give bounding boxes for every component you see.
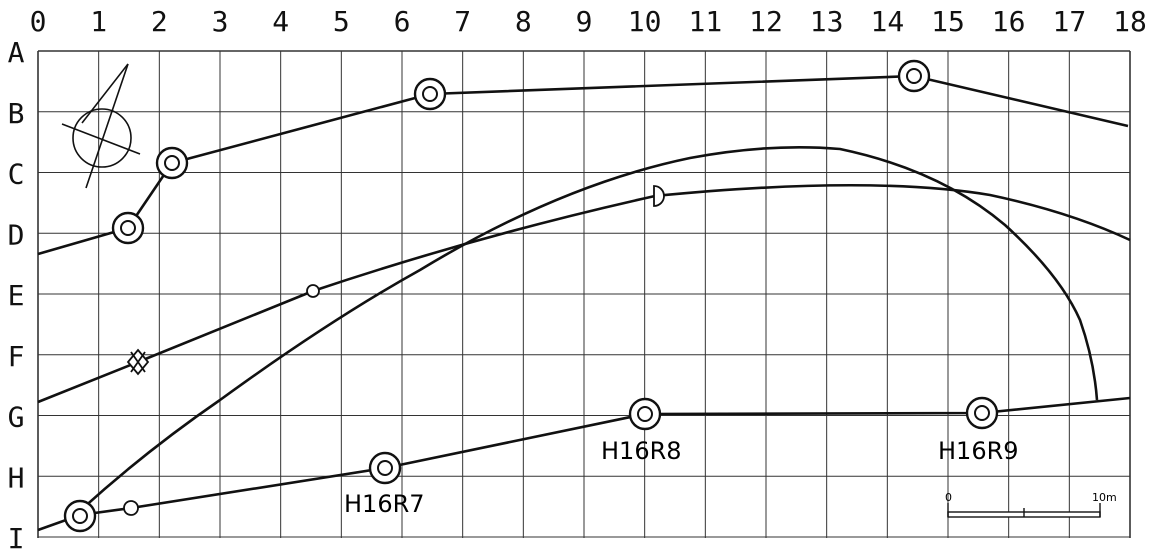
- column-label-11: 11: [688, 5, 722, 38]
- benchmark-h16r8: [628, 397, 662, 431]
- column-label-8: 8: [515, 5, 532, 38]
- station-label-h16r9: H16R9: [938, 437, 1019, 465]
- marker-diamond: [126, 348, 150, 376]
- row-label-B: B: [8, 97, 25, 130]
- column-label-6: 6: [394, 5, 411, 38]
- station-label-h16r7: H16R7: [344, 490, 425, 518]
- row-label-A: A: [8, 36, 25, 69]
- route-line-upper: [37, 74, 1129, 256]
- station-label-h16r8: H16R8: [601, 437, 682, 465]
- benchmark-c2: [155, 146, 189, 180]
- row-label-H: H: [8, 461, 25, 494]
- row-label-D: D: [8, 218, 25, 251]
- column-label-18: 18: [1113, 5, 1147, 38]
- column-label-3: 3: [212, 5, 229, 38]
- scale-bar: 0 10m: [945, 491, 1117, 518]
- column-label-4: 4: [272, 5, 289, 38]
- route-line-curve: [69, 145, 1099, 521]
- route-line-middle: [37, 183, 1131, 404]
- benchmark-h16r9: [965, 396, 999, 430]
- column-label-1: 1: [90, 5, 107, 38]
- marker-half-circle: [653, 185, 665, 207]
- row-label-I: I: [8, 522, 25, 549]
- row-label-F: F: [8, 340, 25, 373]
- column-label-17: 17: [1052, 5, 1086, 38]
- benchmark-d1: [111, 211, 145, 245]
- benchmark-points: [63, 59, 999, 533]
- row-label-C: C: [8, 158, 25, 191]
- scale-bar-end-label: 10m: [1092, 491, 1117, 504]
- column-label-7: 7: [454, 5, 471, 38]
- column-label-0: 0: [30, 5, 47, 38]
- benchmark-i0: [63, 499, 97, 533]
- marker-small-circle-e: [306, 284, 320, 298]
- column-label-14: 14: [870, 5, 904, 38]
- column-labels: 0 1 2 3 4 5 6 7 8 9 10 11 12 13 14 15 16 17 18: [30, 5, 1147, 38]
- column-label-9: 9: [576, 5, 593, 38]
- scale-bar-start-label: 0: [945, 491, 952, 504]
- marker-small-circle-i: [123, 500, 139, 516]
- benchmark-b14: [897, 59, 931, 93]
- benchmark-b6: [413, 77, 447, 111]
- row-label-E: E: [8, 279, 25, 312]
- column-label-15: 15: [931, 5, 965, 38]
- column-label-10: 10: [628, 5, 662, 38]
- column-label-2: 2: [151, 5, 168, 38]
- benchmark-h16r7: [368, 451, 402, 485]
- column-label-12: 12: [749, 5, 783, 38]
- row-label-G: G: [8, 401, 25, 434]
- survey-grid: [37, 50, 1131, 538]
- column-label-16: 16: [992, 5, 1026, 38]
- north-arrow-icon: [61, 63, 141, 189]
- column-label-5: 5: [333, 5, 350, 38]
- column-label-13: 13: [810, 5, 844, 38]
